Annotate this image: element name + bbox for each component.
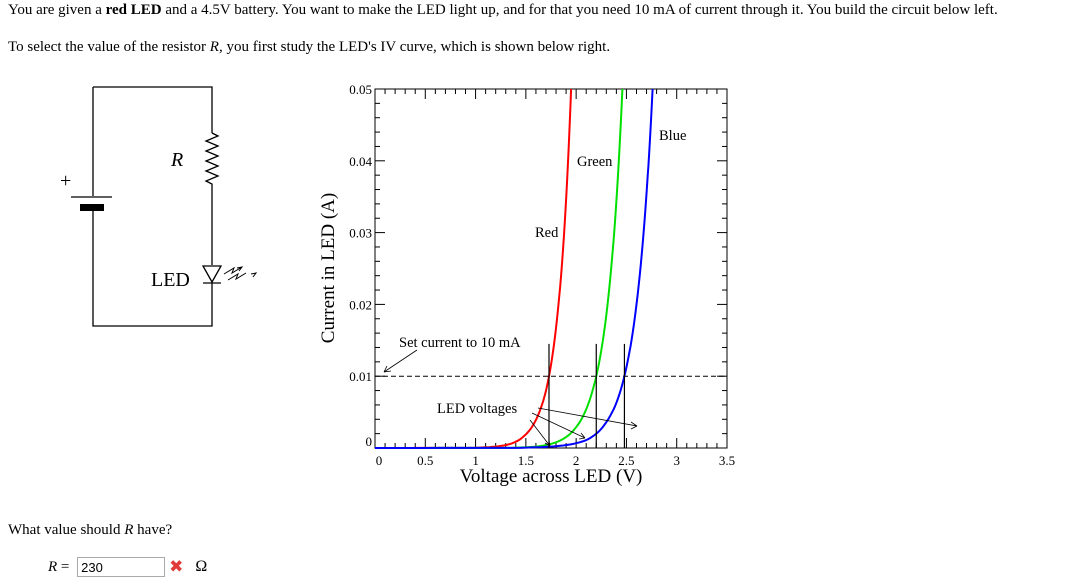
question-part: have? — [133, 522, 173, 538]
y-tick-label: 0.04 — [349, 154, 372, 169]
x-tick-label: 2.5 — [618, 453, 634, 468]
intro-bold: red LED — [105, 2, 162, 18]
resistor-label: R — [170, 149, 183, 171]
light-emission-icon — [223, 266, 258, 281]
y-tick-label: 0 — [366, 434, 373, 449]
arrow — [529, 419, 551, 447]
annotation-arrows — [383, 349, 638, 447]
wire — [92, 211, 213, 327]
intro-text: You are given a — [8, 2, 106, 18]
y-tick-label: 0.03 — [349, 226, 372, 241]
intro-line-2: To select the value of the resistor R, y… — [8, 39, 610, 56]
x-tick-label: 3.5 — [719, 453, 735, 468]
intro-text: To select the value of the resistor — [8, 39, 210, 55]
wire — [93, 86, 213, 133]
intro-var: R — [209, 39, 219, 55]
answer-row: R = ✖ Ω — [48, 557, 207, 577]
plot-frame — [374, 88, 728, 449]
arrow — [383, 349, 418, 373]
annotation-led-voltages: LED voltages — [437, 401, 517, 417]
x-tick-label: 2 — [573, 453, 580, 468]
question-text: What value should R have? — [8, 522, 172, 539]
series-label-red: Red — [535, 225, 559, 241]
series-label-green: Green — [577, 154, 613, 170]
y-tick-label: 0.01 — [349, 369, 372, 384]
x-tick-label: 0.5 — [417, 453, 433, 468]
series-line-green — [375, 88, 624, 449]
question-var: R — [124, 522, 134, 538]
iv-chart: 0 0.5 1 1.5 2 2.5 3 3.5 0 0.01 0.02 0.03 0.04 0.05 Se… — [318, 82, 735, 487]
x-tick-label: 0 — [376, 453, 383, 468]
led-label: LED — [151, 269, 190, 291]
y-tick-label: 0.05 — [349, 82, 372, 97]
plus-sign: + — [60, 170, 71, 192]
incorrect-x-icon: ✖ — [169, 557, 184, 577]
x-tick-label: 1.5 — [518, 453, 534, 468]
battery-icon — [71, 196, 112, 211]
intro-text: , you first study the LED's IV curve, wh… — [218, 39, 611, 55]
x-tick-label: 1 — [472, 453, 479, 468]
arrow — [531, 412, 586, 440]
y-axis-label: Current in LED (A) — [318, 193, 339, 343]
x-tick-label: 3 — [673, 453, 680, 468]
answer-label-eq: = — [57, 558, 74, 575]
series-line-red — [375, 88, 573, 449]
led-diode-icon — [201, 265, 223, 284]
annotation-set-current: Set current to 10 mA — [399, 335, 521, 351]
series-line-blue — [375, 88, 654, 449]
answer-label-var: R — [48, 558, 58, 575]
resistor-icon — [204, 132, 220, 265]
arrow — [537, 407, 638, 430]
circuit-diagram: + R LED — [60, 86, 258, 327]
resistance-answer-input[interactable] — [77, 557, 166, 577]
question-part: What value should — [8, 522, 125, 538]
intro-line-1: You are given a red LED and a 4.5V batte… — [8, 2, 998, 19]
y-tick-label: 0.02 — [349, 297, 372, 312]
x-axis-label: Voltage across LED (V) — [460, 466, 643, 487]
series-label-blue: Blue — [659, 128, 686, 144]
intro-text: and a 4.5V battery. You want to make the… — [161, 2, 998, 18]
unit-ohm: Ω — [195, 558, 208, 575]
